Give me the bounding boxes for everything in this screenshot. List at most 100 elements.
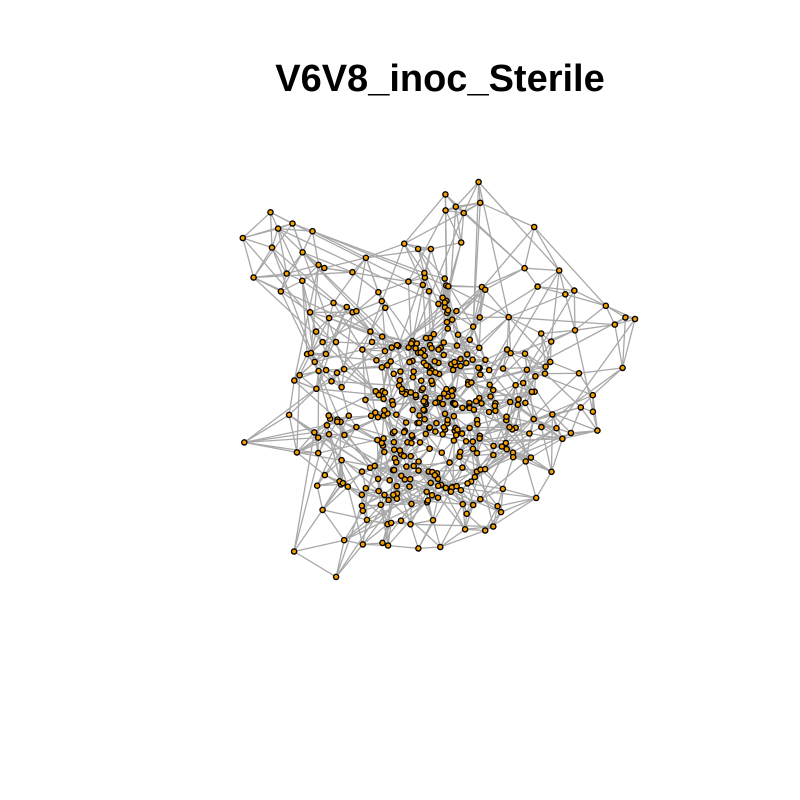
network-edge — [479, 402, 526, 439]
edge-layer — [242, 181, 636, 578]
network-edge — [508, 316, 551, 363]
network-node — [489, 386, 497, 394]
network-node — [315, 367, 322, 375]
network-edge — [470, 452, 514, 483]
network-node — [406, 483, 413, 490]
network-node — [462, 359, 470, 367]
network-node — [359, 507, 367, 515]
network-node — [378, 439, 386, 447]
network-edge — [244, 415, 372, 444]
network-edge — [479, 498, 502, 513]
network-edge — [355, 257, 367, 312]
network-node — [397, 472, 405, 480]
network-node — [434, 482, 442, 490]
network-node — [392, 458, 400, 466]
network-edge — [242, 237, 273, 249]
network-node — [384, 542, 392, 549]
network-edge — [537, 285, 575, 292]
network-node — [622, 314, 629, 321]
network-edge — [390, 360, 414, 373]
network-edge — [439, 528, 466, 548]
network-edge — [293, 425, 328, 552]
network-edge — [462, 504, 466, 530]
network-node — [441, 299, 449, 306]
network-node — [470, 406, 478, 414]
network-edge — [455, 286, 483, 312]
network-node — [378, 363, 386, 371]
network-edge — [479, 406, 581, 437]
network-node — [362, 396, 369, 404]
network-edge — [614, 324, 624, 369]
network-node — [528, 388, 536, 396]
network-node — [338, 383, 345, 391]
network-node — [522, 399, 529, 407]
network-node — [419, 385, 427, 392]
network-edge — [271, 247, 288, 274]
network-node — [400, 428, 408, 436]
network-edge — [621, 317, 627, 368]
network-edge — [411, 434, 443, 454]
network-node — [449, 366, 457, 374]
network-edge — [446, 284, 509, 318]
network-node — [386, 476, 394, 484]
network-node — [431, 471, 439, 479]
network-node — [507, 349, 514, 357]
network-node — [277, 288, 285, 295]
network-node — [293, 449, 301, 456]
network-node — [422, 430, 430, 438]
network-node — [309, 227, 316, 235]
network-edge — [508, 316, 542, 335]
network-node — [490, 451, 497, 459]
network-node — [478, 400, 485, 407]
network-node — [444, 282, 452, 290]
network-node — [385, 496, 392, 504]
network-edge — [343, 510, 364, 541]
network-edge — [478, 316, 510, 349]
network-edge — [314, 310, 357, 363]
network-edge — [508, 316, 615, 326]
network-node — [457, 239, 465, 246]
network-node — [368, 338, 376, 346]
network-node — [341, 431, 348, 439]
network-node — [475, 178, 482, 186]
network-node — [390, 370, 398, 378]
network-node — [363, 516, 371, 524]
network-edge — [253, 271, 353, 279]
network-edge — [506, 448, 527, 462]
network-node — [432, 369, 439, 376]
network-edge — [451, 454, 494, 489]
network-node — [325, 314, 333, 322]
network-node — [485, 408, 493, 416]
network-edge — [417, 486, 454, 549]
network-node — [378, 297, 386, 305]
network-node — [450, 412, 458, 420]
network-edge — [328, 317, 398, 346]
network-node — [298, 277, 306, 285]
network-edge — [362, 470, 420, 545]
network-node — [333, 369, 341, 377]
network-edge — [365, 243, 405, 259]
network-edge — [453, 367, 479, 371]
network-node — [514, 401, 522, 409]
network-edge — [299, 361, 316, 376]
network-edge — [605, 305, 636, 320]
network-node — [325, 430, 333, 438]
network-edge — [244, 441, 319, 454]
network-edge — [409, 478, 464, 505]
network-edge — [480, 488, 504, 500]
network-node — [559, 435, 566, 443]
network-edge — [405, 343, 412, 393]
network-node — [457, 486, 465, 494]
network-edge — [293, 432, 315, 552]
network-node — [448, 316, 456, 324]
network-edge — [417, 248, 444, 298]
network-edge — [343, 499, 429, 541]
network-edge — [312, 230, 425, 274]
network-edge — [524, 353, 546, 368]
network-node — [575, 369, 583, 377]
network-edge — [317, 452, 344, 484]
network-edge — [441, 452, 458, 487]
network-edge — [570, 407, 582, 434]
network-edge — [309, 311, 330, 319]
